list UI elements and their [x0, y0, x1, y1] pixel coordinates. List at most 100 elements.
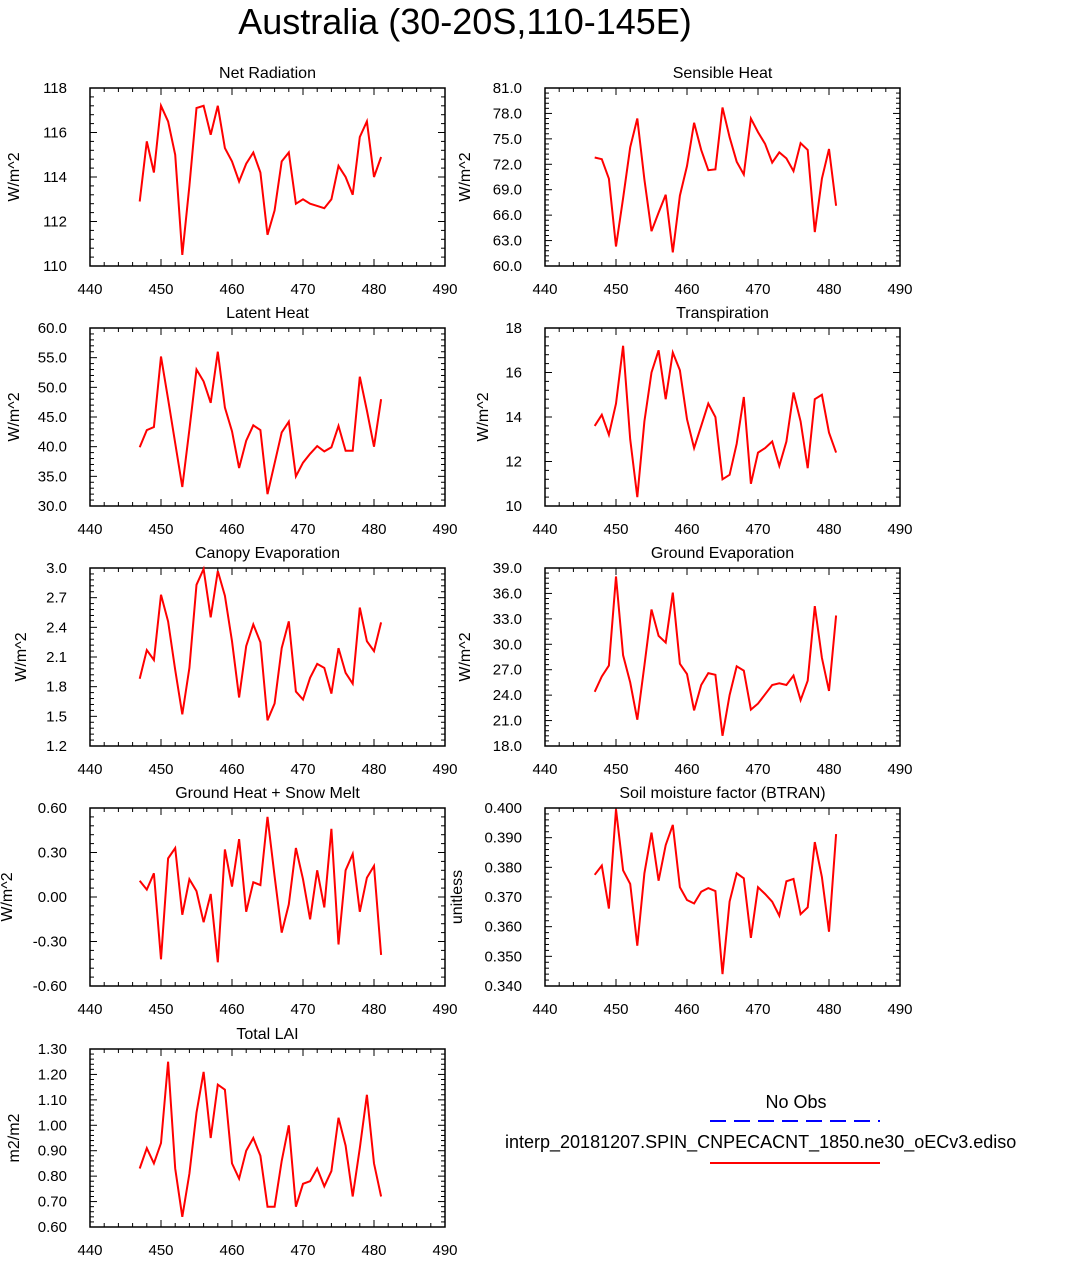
y-tick-label: 0.390	[484, 830, 522, 847]
series-line	[593, 576, 838, 736]
x-tick-label: 450	[148, 761, 173, 778]
y-tick-label: 12	[505, 454, 522, 471]
y-tick-label: 24.0	[493, 687, 522, 704]
y-tick-label: 60.0	[493, 258, 522, 275]
y-tick-label: 35.0	[38, 468, 67, 485]
series-line	[138, 816, 383, 963]
y-tick-label: 81.0	[493, 80, 522, 97]
x-tick-label: 490	[432, 1242, 457, 1259]
x-tick-label: 470	[290, 521, 315, 538]
x-tick-label: 450	[603, 761, 628, 778]
x-tick-label: 450	[603, 1001, 628, 1018]
x-tick-label: 460	[219, 281, 244, 298]
x-tick-label: 480	[361, 1242, 386, 1259]
y-tick-label: 0.00	[38, 889, 67, 906]
x-tick-label: 460	[674, 1001, 699, 1018]
y-tick-label: 55.0	[38, 350, 67, 367]
y-tick-label: 118	[43, 80, 67, 97]
x-tick-label: 460	[219, 1242, 244, 1259]
x-tick-label: 470	[745, 521, 770, 538]
x-tick-label: 480	[816, 761, 841, 778]
y-tick-label: 0.60	[38, 1219, 67, 1236]
y-axis-label: W/m^2	[457, 632, 474, 681]
panel-title: Soil moisture factor (BTRAN)	[619, 785, 825, 802]
x-tick-label: 470	[745, 761, 770, 778]
x-tick-label: 490	[432, 281, 457, 298]
x-tick-label: 460	[219, 761, 244, 778]
x-tick-label: 440	[532, 1001, 557, 1018]
x-tick-label: 480	[816, 281, 841, 298]
x-tick-label: 490	[432, 521, 457, 538]
y-tick-label: 116	[43, 125, 67, 142]
y-tick-label: 72.0	[493, 156, 522, 173]
y-tick-label: 0.30	[38, 845, 67, 862]
y-tick-label: 50.0	[38, 379, 67, 396]
x-tick-label: 470	[290, 1242, 315, 1259]
y-axis-label: W/m^2	[0, 872, 16, 921]
y-tick-label: 1.5	[46, 708, 67, 725]
x-tick-label: 490	[432, 1001, 457, 1018]
y-tick-label: 33.0	[493, 611, 522, 628]
y-tick-label: 36.0	[493, 585, 522, 602]
y-tick-label: 45.0	[38, 409, 67, 426]
y-tick-label: 0.80	[38, 1168, 67, 1185]
y-axis-label: W/m^2	[457, 152, 474, 201]
y-tick-label: 3.0	[46, 560, 67, 577]
y-tick-label: 21.0	[493, 713, 522, 730]
x-tick-label: 450	[603, 281, 628, 298]
x-tick-label: 490	[887, 1001, 912, 1018]
x-tick-label: 480	[361, 521, 386, 538]
y-tick-label: 40.0	[38, 439, 67, 456]
y-axis-label: W/m^2	[13, 632, 30, 681]
panel-title: Net Radiation	[219, 65, 316, 82]
plot-frame	[544, 567, 901, 747]
x-tick-label: 460	[219, 1001, 244, 1018]
x-tick-label: 440	[532, 761, 557, 778]
x-tick-label: 450	[148, 1242, 173, 1259]
series-line	[594, 107, 838, 253]
x-tick-label: 450	[148, 521, 173, 538]
y-tick-label: 1.2	[46, 738, 67, 755]
x-tick-label: 480	[361, 281, 386, 298]
y-tick-label: 10	[505, 498, 522, 515]
x-tick-label: 440	[77, 1001, 102, 1018]
y-tick-label: 78.0	[493, 105, 522, 122]
series-line	[593, 345, 838, 498]
plot-frame	[544, 807, 901, 987]
x-tick-label: 470	[290, 281, 315, 298]
y-tick-label: 1.10	[38, 1092, 67, 1109]
x-tick-label: 460	[674, 521, 699, 538]
x-tick-label: 440	[77, 521, 102, 538]
plot-frame	[89, 807, 446, 987]
x-tick-label: 450	[148, 1001, 173, 1018]
y-tick-label: 30.0	[493, 636, 522, 653]
y-tick-label: 2.7	[46, 590, 67, 607]
y-tick-label: 14	[505, 409, 522, 426]
x-tick-label: 470	[745, 281, 770, 298]
y-axis-label: m2/m2	[6, 1113, 23, 1162]
x-tick-label: 460	[674, 761, 699, 778]
series-line	[593, 809, 838, 975]
y-tick-label: 39.0	[493, 560, 522, 577]
y-tick-label: 1.00	[38, 1117, 67, 1134]
y-tick-label: 2.1	[46, 649, 67, 666]
panel-title: Sensible Heat	[673, 65, 773, 82]
y-tick-label: 0.380	[484, 859, 522, 876]
y-tick-label: 0.60	[38, 800, 67, 817]
x-tick-label: 450	[603, 521, 628, 538]
x-tick-label: 490	[887, 761, 912, 778]
y-tick-label: -0.30	[33, 934, 67, 951]
x-tick-label: 440	[77, 281, 102, 298]
y-tick-label: 0.400	[484, 800, 522, 817]
x-tick-label: 470	[290, 761, 315, 778]
plot-frame	[89, 327, 446, 507]
x-tick-label: 440	[532, 281, 557, 298]
x-tick-label: 440	[77, 1242, 102, 1259]
y-tick-label: 0.70	[38, 1194, 67, 1211]
y-axis-label: unitless	[449, 870, 466, 924]
y-axis-label: W/m^2	[6, 152, 23, 201]
series-line	[138, 351, 383, 495]
x-tick-label: 460	[219, 521, 244, 538]
y-tick-label: -0.60	[33, 978, 67, 995]
